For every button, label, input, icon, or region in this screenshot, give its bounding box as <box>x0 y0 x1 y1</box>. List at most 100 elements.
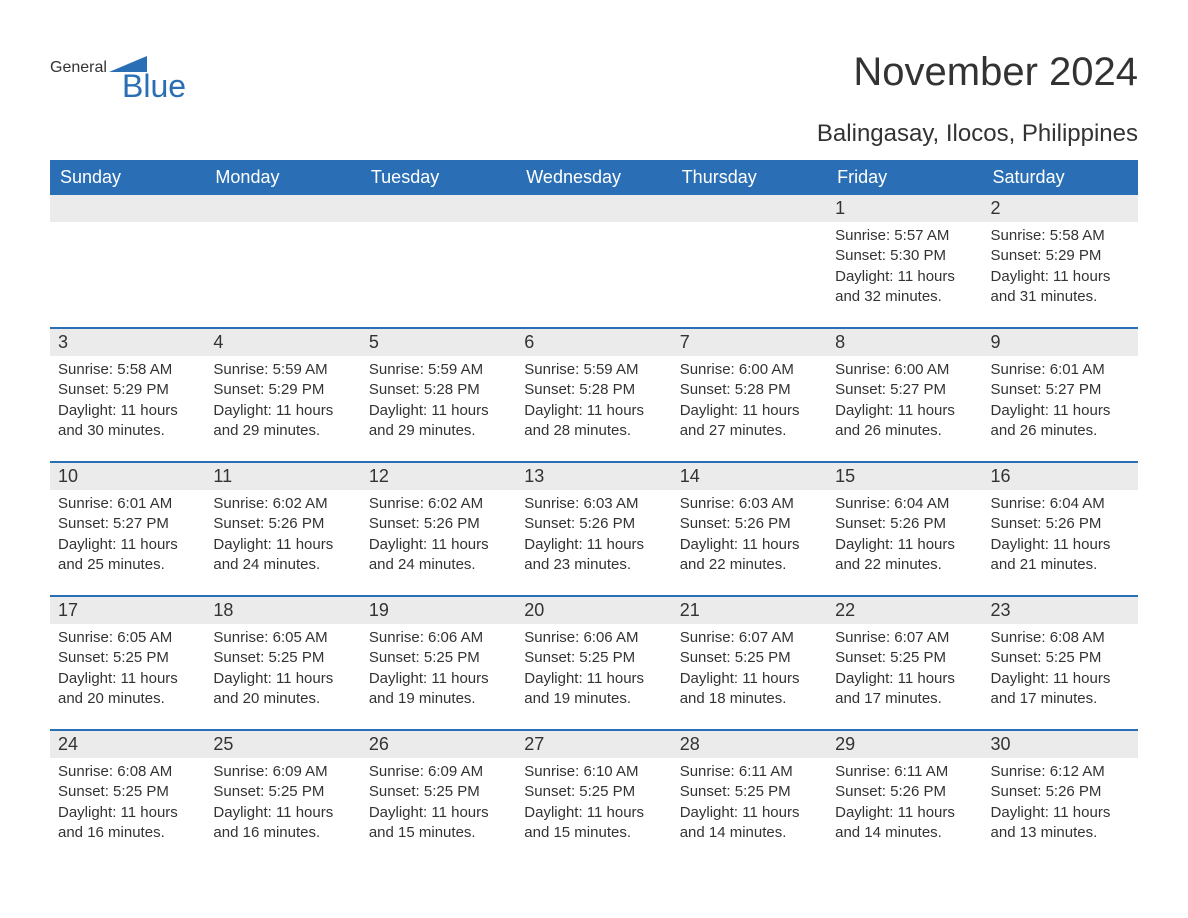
calendar: Sunday Monday Tuesday Wednesday Thursday… <box>50 160 1138 849</box>
daylight-text: Daylight: 11 hours and 15 minutes. <box>369 803 508 844</box>
day-number: 26 <box>361 731 516 758</box>
day-content: Sunrise: 6:00 AMSunset: 5:28 PMDaylight:… <box>672 356 827 441</box>
weekday-sunday: Sunday <box>50 160 205 195</box>
week-row: 10Sunrise: 6:01 AMSunset: 5:27 PMDayligh… <box>50 461 1138 581</box>
daylight-text: Daylight: 11 hours and 18 minutes. <box>680 669 819 710</box>
location-text: Balingasay, Ilocos, Philippines <box>50 120 1138 148</box>
weekday-saturday: Saturday <box>983 160 1138 195</box>
day-cell: 18Sunrise: 6:05 AMSunset: 5:25 PMDayligh… <box>205 597 360 715</box>
daylight-text: Daylight: 11 hours and 15 minutes. <box>524 803 663 844</box>
day-content: Sunrise: 5:58 AMSunset: 5:29 PMDaylight:… <box>983 222 1138 307</box>
day-number: 25 <box>205 731 360 758</box>
sunset-text: Sunset: 5:29 PM <box>213 380 352 400</box>
day-number: 15 <box>827 463 982 490</box>
day-content: Sunrise: 6:09 AMSunset: 5:25 PMDaylight:… <box>361 758 516 843</box>
sunset-text: Sunset: 5:27 PM <box>991 380 1130 400</box>
sunrise-text: Sunrise: 6:03 AM <box>524 494 663 514</box>
day-content: Sunrise: 6:02 AMSunset: 5:26 PMDaylight:… <box>205 490 360 575</box>
sunset-text: Sunset: 5:25 PM <box>213 648 352 668</box>
sunset-text: Sunset: 5:28 PM <box>680 380 819 400</box>
day-cell: 5Sunrise: 5:59 AMSunset: 5:28 PMDaylight… <box>361 329 516 447</box>
sunrise-text: Sunrise: 6:05 AM <box>213 628 352 648</box>
daylight-text: Daylight: 11 hours and 19 minutes. <box>369 669 508 710</box>
sunrise-text: Sunrise: 6:12 AM <box>991 762 1130 782</box>
sunset-text: Sunset: 5:25 PM <box>58 648 197 668</box>
sunrise-text: Sunrise: 5:58 AM <box>991 226 1130 246</box>
day-number: 16 <box>983 463 1138 490</box>
day-content: Sunrise: 6:09 AMSunset: 5:25 PMDaylight:… <box>205 758 360 843</box>
day-content: Sunrise: 6:04 AMSunset: 5:26 PMDaylight:… <box>983 490 1138 575</box>
logo: General Blue <box>50 50 186 102</box>
day-number: 1 <box>827 195 982 222</box>
sunrise-text: Sunrise: 6:07 AM <box>835 628 974 648</box>
daylight-text: Daylight: 11 hours and 20 minutes. <box>213 669 352 710</box>
daylight-text: Daylight: 11 hours and 17 minutes. <box>835 669 974 710</box>
day-number: 29 <box>827 731 982 758</box>
logo-general-text: General <box>50 60 107 76</box>
day-number: 28 <box>672 731 827 758</box>
day-cell <box>50 195 205 313</box>
weekday-wednesday: Wednesday <box>516 160 671 195</box>
day-cell: 11Sunrise: 6:02 AMSunset: 5:26 PMDayligh… <box>205 463 360 581</box>
weeks-container: 1Sunrise: 5:57 AMSunset: 5:30 PMDaylight… <box>50 195 1138 849</box>
day-cell: 26Sunrise: 6:09 AMSunset: 5:25 PMDayligh… <box>361 731 516 849</box>
daylight-text: Daylight: 11 hours and 28 minutes. <box>524 401 663 442</box>
day-content: Sunrise: 6:04 AMSunset: 5:26 PMDaylight:… <box>827 490 982 575</box>
sunrise-text: Sunrise: 5:58 AM <box>58 360 197 380</box>
day-number: 22 <box>827 597 982 624</box>
day-number: 24 <box>50 731 205 758</box>
sunset-text: Sunset: 5:29 PM <box>58 380 197 400</box>
sunrise-text: Sunrise: 5:59 AM <box>213 360 352 380</box>
day-content: Sunrise: 6:07 AMSunset: 5:25 PMDaylight:… <box>827 624 982 709</box>
sunrise-text: Sunrise: 6:08 AM <box>991 628 1130 648</box>
daylight-text: Daylight: 11 hours and 13 minutes. <box>991 803 1130 844</box>
week-row: 1Sunrise: 5:57 AMSunset: 5:30 PMDaylight… <box>50 195 1138 313</box>
daylight-text: Daylight: 11 hours and 14 minutes. <box>835 803 974 844</box>
day-cell: 10Sunrise: 6:01 AMSunset: 5:27 PMDayligh… <box>50 463 205 581</box>
sunrise-text: Sunrise: 6:02 AM <box>213 494 352 514</box>
sunset-text: Sunset: 5:27 PM <box>58 514 197 534</box>
day-number <box>361 195 516 222</box>
day-cell <box>205 195 360 313</box>
day-cell <box>672 195 827 313</box>
day-number <box>672 195 827 222</box>
sunset-text: Sunset: 5:26 PM <box>524 514 663 534</box>
day-cell: 24Sunrise: 6:08 AMSunset: 5:25 PMDayligh… <box>50 731 205 849</box>
day-content: Sunrise: 6:03 AMSunset: 5:26 PMDaylight:… <box>672 490 827 575</box>
sunset-text: Sunset: 5:29 PM <box>991 246 1130 266</box>
daylight-text: Daylight: 11 hours and 19 minutes. <box>524 669 663 710</box>
day-content: Sunrise: 6:03 AMSunset: 5:26 PMDaylight:… <box>516 490 671 575</box>
sunrise-text: Sunrise: 5:59 AM <box>524 360 663 380</box>
day-content: Sunrise: 6:06 AMSunset: 5:25 PMDaylight:… <box>516 624 671 709</box>
day-content: Sunrise: 5:59 AMSunset: 5:28 PMDaylight:… <box>361 356 516 441</box>
sunset-text: Sunset: 5:26 PM <box>369 514 508 534</box>
daylight-text: Daylight: 11 hours and 26 minutes. <box>835 401 974 442</box>
daylight-text: Daylight: 11 hours and 27 minutes. <box>680 401 819 442</box>
sunset-text: Sunset: 5:25 PM <box>680 648 819 668</box>
day-number: 14 <box>672 463 827 490</box>
day-content: Sunrise: 5:59 AMSunset: 5:28 PMDaylight:… <box>516 356 671 441</box>
day-content: Sunrise: 6:07 AMSunset: 5:25 PMDaylight:… <box>672 624 827 709</box>
daylight-text: Daylight: 11 hours and 29 minutes. <box>213 401 352 442</box>
day-content: Sunrise: 6:12 AMSunset: 5:26 PMDaylight:… <box>983 758 1138 843</box>
sunset-text: Sunset: 5:26 PM <box>835 514 974 534</box>
day-cell: 29Sunrise: 6:11 AMSunset: 5:26 PMDayligh… <box>827 731 982 849</box>
sunset-text: Sunset: 5:25 PM <box>991 648 1130 668</box>
daylight-text: Daylight: 11 hours and 25 minutes. <box>58 535 197 576</box>
day-number <box>516 195 671 222</box>
day-cell <box>516 195 671 313</box>
day-cell: 2Sunrise: 5:58 AMSunset: 5:29 PMDaylight… <box>983 195 1138 313</box>
day-content: Sunrise: 5:58 AMSunset: 5:29 PMDaylight:… <box>50 356 205 441</box>
sunrise-text: Sunrise: 6:04 AM <box>991 494 1130 514</box>
day-number: 4 <box>205 329 360 356</box>
day-cell: 4 Sunrise: 5:59 AMSunset: 5:29 PMDaylight… <box>205 329 360 447</box>
day-number: 13 <box>516 463 671 490</box>
day-content: Sunrise: 6:01 AMSunset: 5:27 PMDaylight:… <box>983 356 1138 441</box>
daylight-text: Daylight: 11 hours and 17 minutes. <box>991 669 1130 710</box>
daylight-text: Daylight: 11 hours and 16 minutes. <box>213 803 352 844</box>
day-number: 3 <box>50 329 205 356</box>
day-cell: 6Sunrise: 5:59 AMSunset: 5:28 PMDaylight… <box>516 329 671 447</box>
sunrise-text: Sunrise: 6:07 AM <box>680 628 819 648</box>
sunset-text: Sunset: 5:25 PM <box>58 782 197 802</box>
day-content: Sunrise: 6:06 AMSunset: 5:25 PMDaylight:… <box>361 624 516 709</box>
